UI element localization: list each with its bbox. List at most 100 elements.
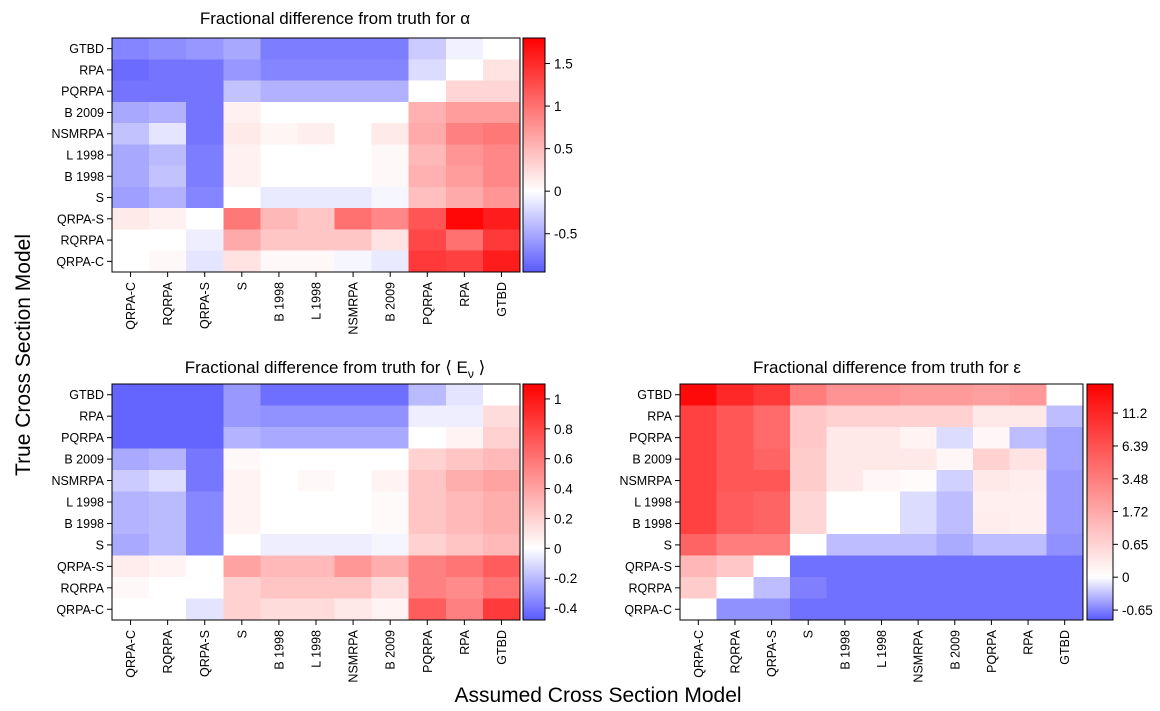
colorbar-segment: [523, 421, 545, 424]
heatmap-cell: [445, 512, 484, 535]
heatmap-cell: [297, 208, 336, 231]
colorbar-tick-label: 0.8: [554, 422, 573, 437]
heatmap-cell: [973, 448, 1011, 471]
colorbar-segment: [523, 127, 545, 131]
colorbar-segment: [1087, 435, 1113, 438]
colorbar-segment: [523, 576, 545, 580]
colorbar-segment: [523, 570, 545, 574]
heatmap-cell: [112, 208, 150, 231]
heatmap-cell: [716, 469, 754, 492]
chart-title-text: Fractional difference from truth for α: [200, 9, 470, 28]
heatmap-cell: [789, 384, 828, 407]
heatmap-cell: [482, 512, 521, 535]
heatmap-cell: [149, 598, 187, 621]
heatmap-cell: [223, 384, 261, 407]
column-label: PQRPA: [421, 281, 435, 324]
column-label: L 1998: [310, 282, 324, 320]
heatmap-cell: [445, 598, 484, 621]
colorbar: -0.4 -0.2 0 0.2 0.4 0.6 0.8 1: [522, 383, 578, 621]
heatmap-cell: [371, 577, 410, 600]
colorbar-segment: [523, 458, 545, 462]
heatmap-cell: [112, 59, 150, 82]
colorbar-segment: [523, 233, 545, 236]
heatmap-cell: [899, 405, 938, 428]
heatmap-cell: [260, 229, 299, 252]
colorbar-segment: [1087, 462, 1113, 466]
colorbar-segment: [523, 84, 545, 88]
colorbar-segment: [523, 106, 545, 109]
heatmap-cell: [1046, 555, 1084, 578]
colorbar-segment: [523, 223, 545, 226]
heatmap-cell: [223, 229, 261, 252]
colorbar-segment: [523, 384, 545, 387]
heatmap-cell: [112, 534, 150, 557]
heatmap-cell: [260, 101, 299, 124]
colorbar-segment: [523, 468, 545, 472]
colorbar-segment: [1087, 509, 1113, 513]
colorbar-segment: [1087, 415, 1113, 419]
row-label: RPA: [79, 63, 104, 77]
heatmap-cell: [149, 101, 187, 124]
colorbar-segment: [1087, 387, 1113, 391]
colorbar-tick-label: 1.72: [1122, 505, 1148, 520]
heatmap-cell: [1009, 491, 1047, 514]
colorbar-segment: [523, 557, 545, 560]
heatmap-cell: [973, 469, 1011, 492]
heatmap-cell: [260, 165, 299, 188]
colorbar-segment: [1087, 423, 1113, 426]
heatmap-cell: [789, 534, 828, 557]
heatmap-cell: [112, 384, 150, 407]
colorbar-segment: [1087, 492, 1113, 495]
colorbar-segment: [523, 242, 545, 246]
heatmap-cell: [186, 598, 224, 621]
column-label: RPA: [458, 629, 472, 654]
colorbar-segment: [1087, 385, 1113, 389]
row-label: PQRPA: [61, 431, 104, 445]
colorbar-segment: [523, 61, 545, 64]
colorbar-segment: [523, 409, 545, 413]
colorbar-segment: [523, 531, 545, 535]
row-label: NSMRPA: [619, 474, 672, 488]
heatmap-cell: [186, 448, 224, 471]
colorbar-segment: [1087, 474, 1113, 478]
heatmap-cell: [297, 448, 336, 471]
colorbar-segment: [523, 553, 545, 556]
heatmap-cell: [334, 598, 373, 621]
heatmap-cell: [297, 384, 336, 407]
colorbar-segment: [523, 240, 545, 244]
colorbar-segment: [1087, 578, 1113, 582]
colorbar-segment: [1087, 570, 1113, 574]
heatmap-cell: [445, 59, 484, 82]
heatmap-cell: [186, 101, 224, 124]
heatmap-cell: [371, 448, 410, 471]
heatmap-cell: [445, 534, 484, 557]
colorbar-segment: [523, 98, 545, 101]
heatmap-cell: [482, 144, 521, 167]
colorbar-segment: [523, 419, 545, 422]
heatmap-cell: [863, 534, 901, 557]
colorbar-segment: [1087, 608, 1113, 611]
colorbar-tick-label: 0: [554, 541, 562, 556]
colorbar-segment: [1087, 439, 1113, 442]
heatmap-cell: [371, 534, 410, 557]
heatmap-cell: [753, 512, 791, 535]
colorbar-segment: [1087, 507, 1113, 511]
colorbar-tick-label: 11.2: [1122, 406, 1147, 421]
heatmap-cell: [334, 80, 373, 103]
heatmap-cell: [482, 384, 521, 407]
colorbar-segment: [1087, 409, 1113, 413]
heatmap-cell: [408, 229, 447, 252]
colorbar-segment: [1087, 470, 1113, 474]
colorbar-segment: [1087, 452, 1113, 456]
colorbar-segment: [523, 71, 545, 74]
chart-title-subscript: ν: [468, 367, 474, 381]
heatmap-cell: [680, 469, 718, 492]
heatmap-cell: [445, 186, 484, 209]
heatmap-cell: [260, 405, 299, 428]
heatmap-cell: [936, 491, 974, 514]
colorbar-frame: [522, 383, 546, 621]
colorbar-segment: [523, 433, 545, 436]
colorbar-segment: [523, 525, 545, 529]
chart-title-text: Fractional difference from truth for ⟨ E: [185, 358, 468, 377]
heatmap-cell: [1046, 598, 1084, 621]
